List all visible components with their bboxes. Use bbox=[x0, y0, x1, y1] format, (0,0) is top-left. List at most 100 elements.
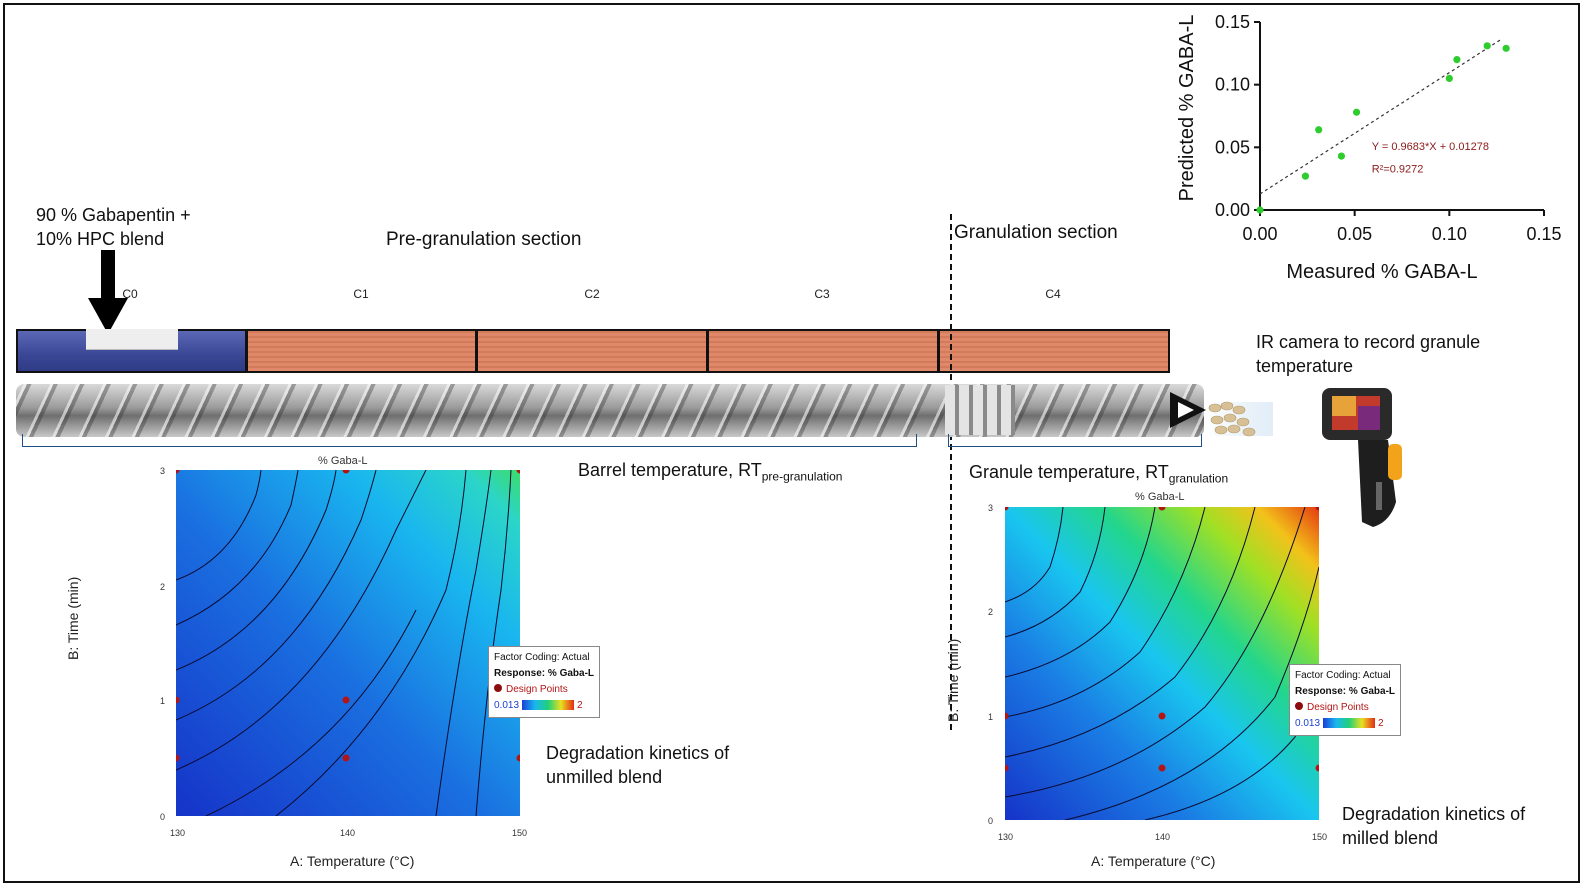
y-tick-label: 0.10 bbox=[1215, 75, 1250, 95]
legend-response-left: Response: % Gaba-L bbox=[494, 668, 595, 679]
barrel-zone-c4 bbox=[938, 329, 1170, 373]
data-point bbox=[1502, 44, 1510, 52]
y-tick-3-right: 3 bbox=[988, 503, 994, 513]
feed-hopper bbox=[86, 329, 178, 350]
screw-tip-icon bbox=[1170, 392, 1206, 428]
legend-min-right: 0.013 bbox=[1295, 718, 1321, 729]
legend-points-right: Design Points bbox=[1307, 702, 1369, 713]
y-tick-3-left: 3 bbox=[160, 466, 166, 476]
data-point bbox=[1337, 152, 1346, 160]
x-tick-130-left: 130 bbox=[170, 828, 186, 838]
barrel-temp-text: Barrel temperature, RT bbox=[578, 460, 762, 480]
y-tick-1-left: 1 bbox=[160, 696, 166, 706]
legend-max-left: 2 bbox=[577, 700, 583, 711]
barrel-zone-c0 bbox=[16, 329, 247, 373]
kneading-elements bbox=[945, 385, 1015, 435]
x-tick-label: 0.05 bbox=[1337, 224, 1372, 244]
granulation-bracket bbox=[948, 434, 1202, 447]
barrel-zone-c3 bbox=[707, 329, 939, 373]
data-point bbox=[1301, 172, 1310, 180]
legend-coding-left: Factor Coding: Actual bbox=[494, 652, 590, 663]
caption-unmilled-line-2: unmilled blend bbox=[546, 767, 663, 787]
legend-right: Factor Coding: Actual Response: % Gaba-L… bbox=[1289, 664, 1402, 736]
figure-frame bbox=[3, 3, 1580, 883]
legend-min-left: 0.013 bbox=[494, 700, 520, 711]
data-point bbox=[1315, 126, 1323, 134]
granules-icon bbox=[1203, 401, 1273, 437]
ir-camera-icon bbox=[1322, 388, 1402, 527]
legend-max-right: 2 bbox=[1378, 718, 1384, 729]
ir-line-1: IR camera to record granule bbox=[1256, 332, 1481, 352]
zone-label-c1: C1 bbox=[353, 287, 369, 301]
granule-temp-subscript: granulation bbox=[1168, 471, 1229, 486]
design-point-icon bbox=[1295, 702, 1303, 710]
fit-equation: Y = 0.9683*X + 0.01278 bbox=[1372, 141, 1489, 153]
caption-milled: Degradation kinetics of milled blend bbox=[1342, 802, 1525, 850]
caption-milled-line-1: Degradation kinetics of bbox=[1342, 804, 1526, 824]
caption-unmilled-line-1: Degradation kinetics of bbox=[546, 743, 730, 763]
pre-granulation-section-label: Pre-granulation section bbox=[386, 229, 582, 250]
contour-plot-milled: % Gaba-L bbox=[1005, 491, 1319, 820]
data-point bbox=[1483, 42, 1491, 50]
y-axis-title: Predicted % GABA-L bbox=[1176, 15, 1198, 202]
ir-camera-label: IR camera to record granule temperature bbox=[1256, 330, 1480, 378]
feed-line-1: 90 % Gabapentin + bbox=[36, 205, 191, 225]
legend-response-right: Response: % Gaba-L bbox=[1295, 686, 1396, 697]
feed-arrow-icon bbox=[88, 250, 128, 334]
ir-line-2: temperature bbox=[1256, 356, 1354, 376]
extruder-screw bbox=[16, 384, 1204, 437]
y-axis-label-left: B: Time (min) bbox=[65, 576, 81, 660]
contour-plot-unmilled: % Gaba-L bbox=[176, 455, 520, 816]
x-axis-title: Measured % GABA-L bbox=[1286, 261, 1477, 282]
chart-axes: 0.00 0.05 0.10 0.15 0.00 0.05 0.10 0.15 Measured… bbox=[1176, 12, 1562, 282]
x-tick-label: 0.00 bbox=[1242, 224, 1277, 244]
feed-line-2: 10% HPC blend bbox=[36, 229, 165, 249]
contour-title-right: % Gaba-L bbox=[1135, 491, 1185, 503]
section-divider bbox=[950, 214, 952, 730]
data-point bbox=[1352, 108, 1361, 116]
y-tick-0-left: 0 bbox=[160, 812, 166, 822]
x-axis-label-right: A: Temperature (°C) bbox=[1091, 853, 1216, 869]
y-tick-label: 0.00 bbox=[1215, 200, 1250, 220]
granule-temp-text: Granule temperature, RT bbox=[969, 462, 1169, 482]
x-tick-130-right: 130 bbox=[998, 832, 1014, 842]
pre-granulation-bracket bbox=[22, 434, 917, 447]
data-point bbox=[1256, 206, 1264, 214]
zone-label-c0: C0 bbox=[122, 287, 138, 301]
x-axis-label-left: A: Temperature (°C) bbox=[290, 853, 415, 869]
y-tick-label: 0.15 bbox=[1215, 12, 1250, 32]
color-scale-right bbox=[1323, 718, 1376, 729]
chart-marks: Y = 0.9683*X + 0.01278 R²=0.9272 bbox=[1256, 38, 1510, 214]
design-point-icon bbox=[494, 684, 502, 692]
x-tick-140-left: 140 bbox=[340, 828, 356, 838]
y-tick-2-right: 2 bbox=[988, 607, 994, 617]
barrel-zone-c1 bbox=[246, 329, 477, 373]
x-tick-150-right: 150 bbox=[1312, 832, 1328, 842]
granule-temperature-label: Granule temperature, RTgranulation bbox=[969, 460, 1228, 491]
x-tick-label: 0.10 bbox=[1432, 224, 1467, 244]
predicted-vs-measured-chart: 0.00 0.05 0.10 0.15 0.00 0.05 0.10 0.15 Measured… bbox=[1176, 12, 1562, 282]
x-tick-140-right: 140 bbox=[1155, 832, 1171, 842]
barrel-temp-subscript: pre-granulation bbox=[761, 469, 843, 484]
barrel-temperature-label: Barrel temperature, RTpre-granulation bbox=[578, 458, 842, 489]
legend-points-left: Design Points bbox=[506, 684, 568, 695]
y-tick-2-left: 2 bbox=[160, 582, 166, 592]
data-point bbox=[1453, 56, 1461, 64]
zone-label-c3: C3 bbox=[814, 287, 830, 301]
y-tick-0-right: 0 bbox=[988, 816, 994, 826]
caption-milled-line-2: milled blend bbox=[1342, 828, 1439, 848]
data-point bbox=[1445, 74, 1453, 82]
zone-label-c4: C4 bbox=[1045, 287, 1061, 301]
y-tick-label: 0.05 bbox=[1215, 137, 1250, 157]
x-tick-label: 0.15 bbox=[1526, 224, 1561, 244]
caption-unmilled: Degradation kinetics of unmilled blend bbox=[546, 741, 729, 789]
legend-coding-right: Factor Coding: Actual bbox=[1295, 670, 1391, 681]
feed-label: 90 % Gabapentin + 10% HPC blend bbox=[36, 203, 191, 251]
granulation-section-label: Granulation section bbox=[954, 222, 1118, 243]
y-axis-label-right: B: Time (min) bbox=[945, 638, 961, 722]
r-squared: R²=0.9272 bbox=[1372, 163, 1424, 175]
zone-label-c2: C2 bbox=[584, 287, 600, 301]
barrel-zone-c2 bbox=[476, 329, 708, 373]
color-scale-left bbox=[522, 700, 575, 711]
legend-left: Factor Coding: Actual Response: % Gaba-L… bbox=[488, 646, 601, 718]
